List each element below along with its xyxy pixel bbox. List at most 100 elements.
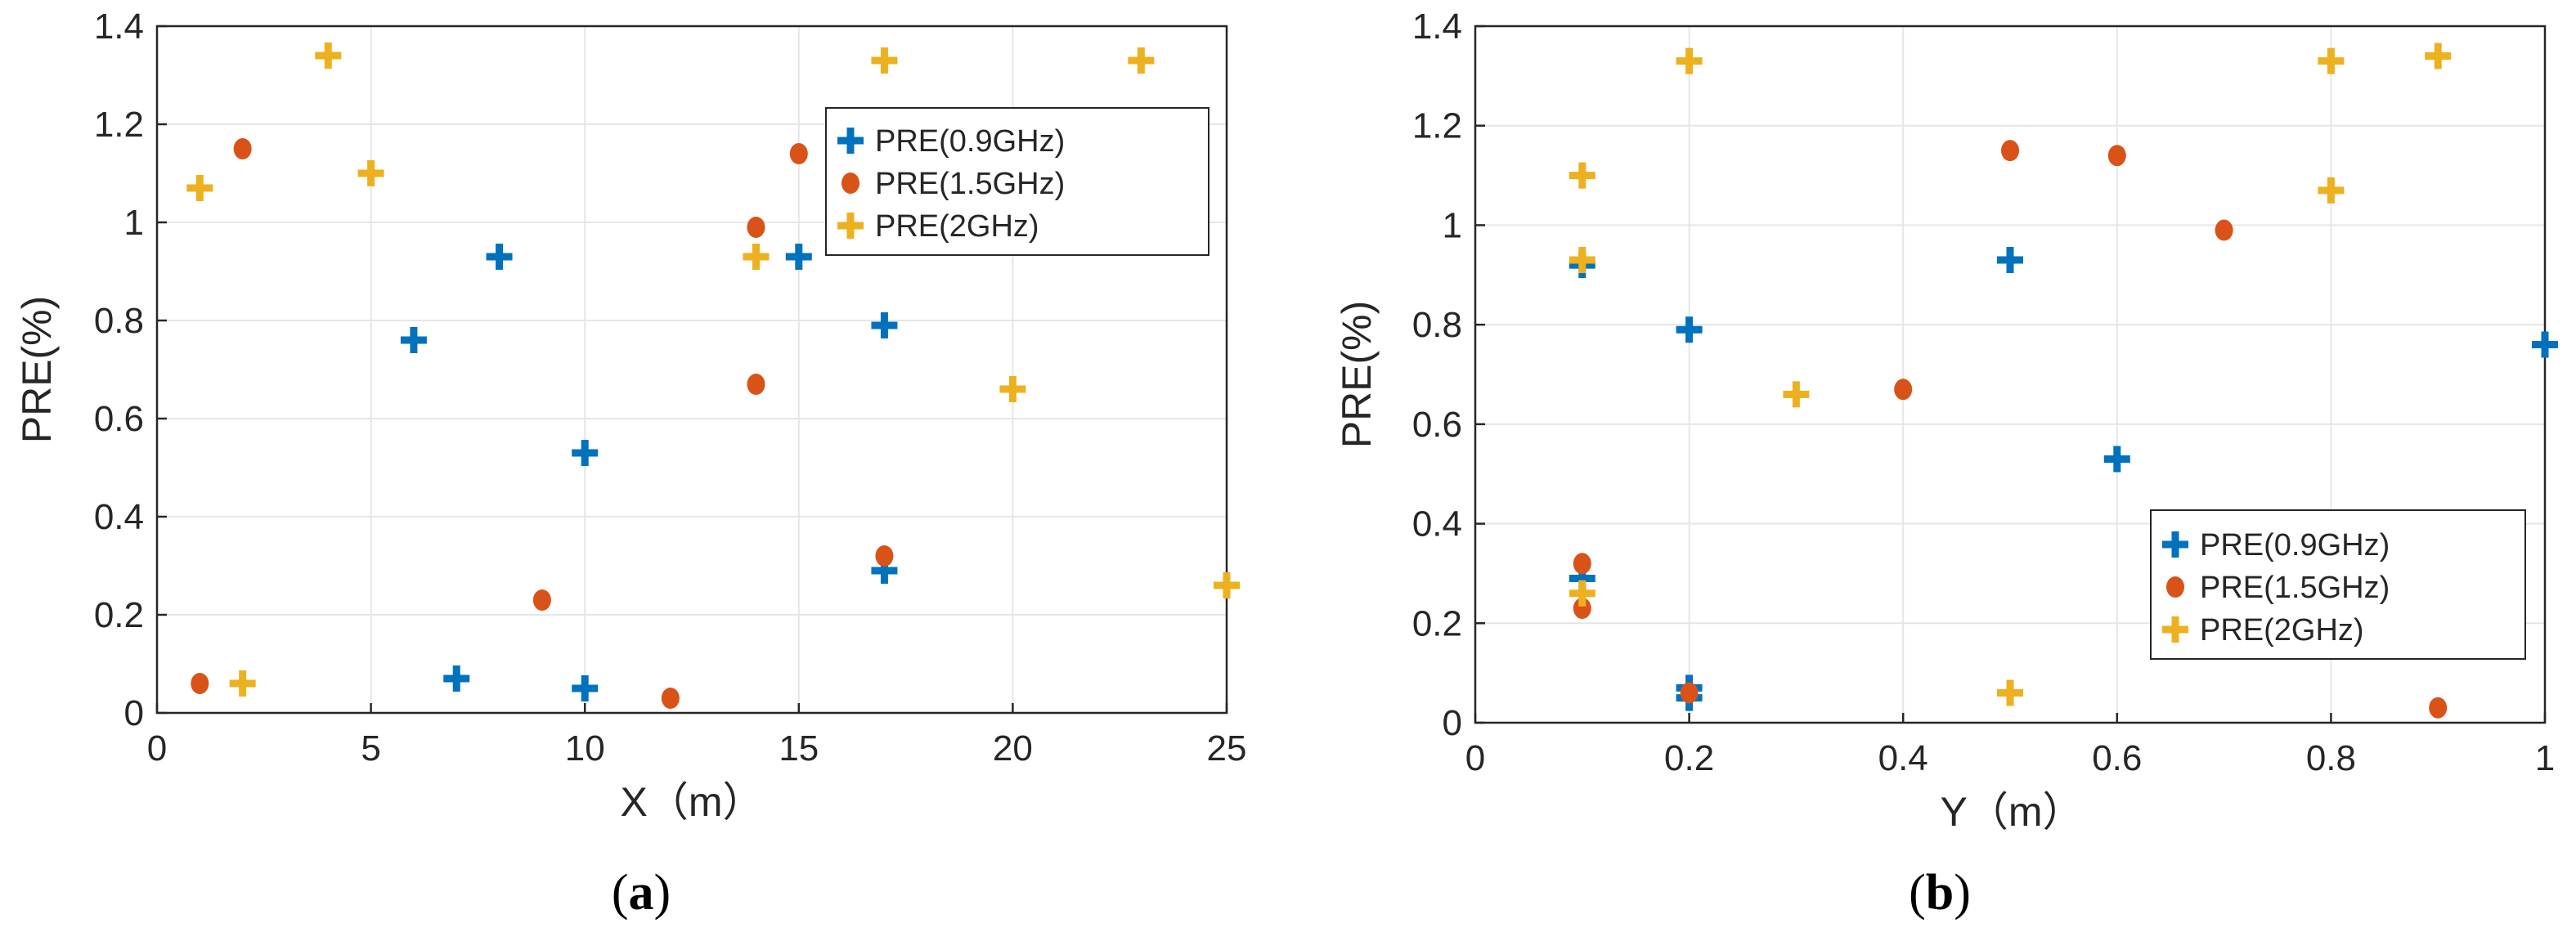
data-point-a-s2-0 xyxy=(186,175,213,201)
legend-symbol-b-1 xyxy=(2166,576,2184,598)
data-point-a-s0-0 xyxy=(400,327,427,353)
data-point-b-s1-2 xyxy=(1680,682,1699,704)
legend-symbol-b-0 xyxy=(2162,531,2188,558)
data-point-b-s2-2 xyxy=(1568,580,1595,607)
y-tick-label: 0.8 xyxy=(1412,305,1462,345)
data-point-a-s1-4 xyxy=(747,217,765,238)
legend-a: PRE(0.9GHz) PRE(1.5GHz) PRE(2GHz) xyxy=(825,107,1209,256)
data-point-a-s1-2 xyxy=(532,589,551,611)
legend-b: PRE(0.9GHz) PRE(1.5GHz) PRE(2GHz) xyxy=(2150,509,2526,660)
caption-b-open: ( xyxy=(1909,865,1926,921)
panel-b: 0 0.2 0.4 0.6 0.8 100.20.40.60.811.21.4 Y（m） … xyxy=(1334,7,2558,921)
y-tick-label: 1 xyxy=(124,203,144,243)
data-point-b-s2-7 xyxy=(2318,177,2345,204)
data-point-b-s1-0 xyxy=(1573,553,1591,575)
caption-b-letter: b xyxy=(1926,865,1954,921)
data-point-b-s2-8 xyxy=(2425,43,2452,69)
caption-b-close: ) xyxy=(1954,865,1971,921)
legend-marker-a-1 xyxy=(841,173,859,194)
caption-a-open: ( xyxy=(612,865,629,921)
x-tick-label: 15 xyxy=(779,728,819,768)
caption-a-letter: a xyxy=(629,865,654,921)
data-point-a-s2-1 xyxy=(229,670,256,697)
y-tick-label: 0.8 xyxy=(94,301,144,341)
y-tick-label: 0 xyxy=(124,693,144,733)
y-tick-label: 1.2 xyxy=(1412,106,1462,146)
data-point-b-s0-5 xyxy=(1997,247,2023,274)
x-tick-label: 0.2 xyxy=(1664,738,1714,778)
x-tick-label: 10 xyxy=(565,728,605,768)
data-point-a-s2-2 xyxy=(315,43,342,69)
data-point-b-s2-0 xyxy=(1568,162,1595,189)
data-point-a-s0-5 xyxy=(785,244,812,270)
y-tick-label: 0.2 xyxy=(1412,603,1462,643)
plot-frame-b xyxy=(1474,25,2547,724)
legend-symbol-b-2 xyxy=(2162,616,2188,643)
y-tick-label: 0.2 xyxy=(94,595,144,635)
x-tick-label: 20 xyxy=(993,728,1033,768)
x-tick-label: 0.4 xyxy=(1878,738,1928,778)
data-point-b-s2-1 xyxy=(1568,247,1595,274)
data-point-a-s1-6 xyxy=(789,143,808,164)
data-point-b-s1-6 xyxy=(2215,219,2233,241)
data-point-b-s1-4 xyxy=(2001,140,2019,162)
legend-marker-b-0 xyxy=(2162,531,2188,558)
data-point-a-s0-6 xyxy=(871,312,898,338)
caption-a-close: ) xyxy=(654,865,671,921)
y-tick-label: 1.2 xyxy=(94,105,144,145)
data-point-a-s1-7 xyxy=(875,545,894,567)
legend-label-b-0: PRE(0.9GHz) xyxy=(2200,528,2390,562)
data-point-b-s2-5 xyxy=(1997,679,2023,706)
data-point-a-s1-0 xyxy=(191,673,209,694)
data-point-b-s1-1 xyxy=(1573,598,1591,620)
legend-box-b xyxy=(2150,509,2526,660)
data-point-a-s1-3 xyxy=(661,688,680,709)
x-tick-label: 0.6 xyxy=(2092,738,2142,778)
legend-label-a-2: PRE(2GHz) xyxy=(875,209,1039,244)
legend-marker-b-2 xyxy=(2162,616,2188,643)
y-axis-label-a: PRE(%) xyxy=(14,296,60,444)
legend-entry-b-0: PRE(0.9GHz) xyxy=(2162,528,2390,562)
caption-a: (a) xyxy=(612,865,671,921)
plot-frame-a xyxy=(155,25,1228,715)
y-tick-label: 0.6 xyxy=(94,399,144,439)
data-point-a-s2-5 xyxy=(871,47,898,74)
caption-b: (b) xyxy=(1909,865,1971,921)
legend-symbol-a-1 xyxy=(841,173,859,194)
legend-symbol-a-2 xyxy=(837,213,864,239)
x-axis-label-b: Y（m） xyxy=(1941,789,2084,835)
data-point-b-s0-2 xyxy=(1676,316,1703,343)
data-point-b-s2-3 xyxy=(1676,47,1703,74)
data-point-a-s0-4 xyxy=(572,675,599,701)
data-point-b-s1-7 xyxy=(2429,697,2448,719)
legend-entry-b-2: PRE(2GHz) xyxy=(2162,613,2364,647)
x-tick-label: 1 xyxy=(2535,738,2555,778)
data-point-a-s2-3 xyxy=(357,160,384,186)
data-point-b-s1-3 xyxy=(1894,379,1913,401)
y-tick-label: 1.4 xyxy=(1412,7,1462,47)
legend-entry-a-2: PRE(2GHz) xyxy=(837,209,1039,244)
data-point-a-s0-3 xyxy=(572,440,599,466)
y-tick-label: 0 xyxy=(1443,703,1462,743)
data-point-a-s0-2 xyxy=(486,244,513,270)
x-tick-label: 0 xyxy=(147,728,167,768)
legend-label-a-0: PRE(0.9GHz) xyxy=(875,124,1065,159)
legend-label-b-1: PRE(1.5GHz) xyxy=(2200,571,2390,605)
data-point-a-s2-8 xyxy=(1214,572,1240,598)
data-point-a-s2-4 xyxy=(743,244,770,270)
data-point-b-s2-6 xyxy=(2318,47,2345,74)
x-tick-label: 5 xyxy=(361,728,380,768)
y-tick-label: 0.4 xyxy=(94,497,144,537)
x-tick-label: 0 xyxy=(1465,738,1485,778)
legend-marker-b-1 xyxy=(2166,576,2184,598)
legend-symbol-a-0 xyxy=(837,128,864,154)
legend-entry-b-1: PRE(1.5GHz) xyxy=(2166,571,2390,605)
y-axis-label-b: PRE(%) xyxy=(1334,301,1380,449)
data-point-b-s1-5 xyxy=(2107,145,2126,167)
legend-marker-a-0 xyxy=(837,128,864,154)
y-tick-label: 1 xyxy=(1443,205,1462,245)
data-point-a-s0-1 xyxy=(443,665,470,692)
data-point-a-s1-1 xyxy=(233,138,252,159)
data-point-a-s2-6 xyxy=(999,376,1026,402)
